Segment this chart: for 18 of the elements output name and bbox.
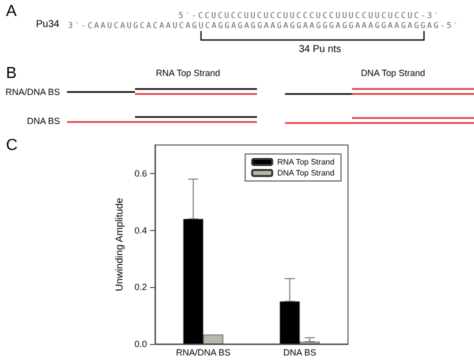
text: C [6,137,18,154]
text: B [6,65,17,82]
text: 5′-CCUCUCCUUCUCCUUCCCUCCUUUCCUUCUCCUC-3′ [178,11,438,20]
y-tick-label: 0.4 [134,225,147,236]
text: RNA Top Strand [156,68,220,78]
text: 34 Pu nts [298,44,342,55]
text: DNA BS [26,116,60,126]
y-tick-label: 0.2 [134,282,147,292]
y-tick-label: 0.0 [134,339,147,349]
text: Pu34 [36,19,60,30]
y-tick-label: 0.6 [134,168,147,178]
legend-label: RNA Top Strand [277,158,334,166]
text: DNA Top Strand [360,68,426,78]
text: A [6,3,17,20]
text: 3′-CAAUCAUGCACAAUCAGUCAGGAGAGGAAGAGGAAGGGAGGAAAGGAAGAGGAG-5′ [68,21,458,30]
legend-label: DNA Top Strand [277,168,334,178]
y-axis-title: Unwinding Amplitude [114,197,126,292]
text: RNA/DNA BS [5,87,60,97]
